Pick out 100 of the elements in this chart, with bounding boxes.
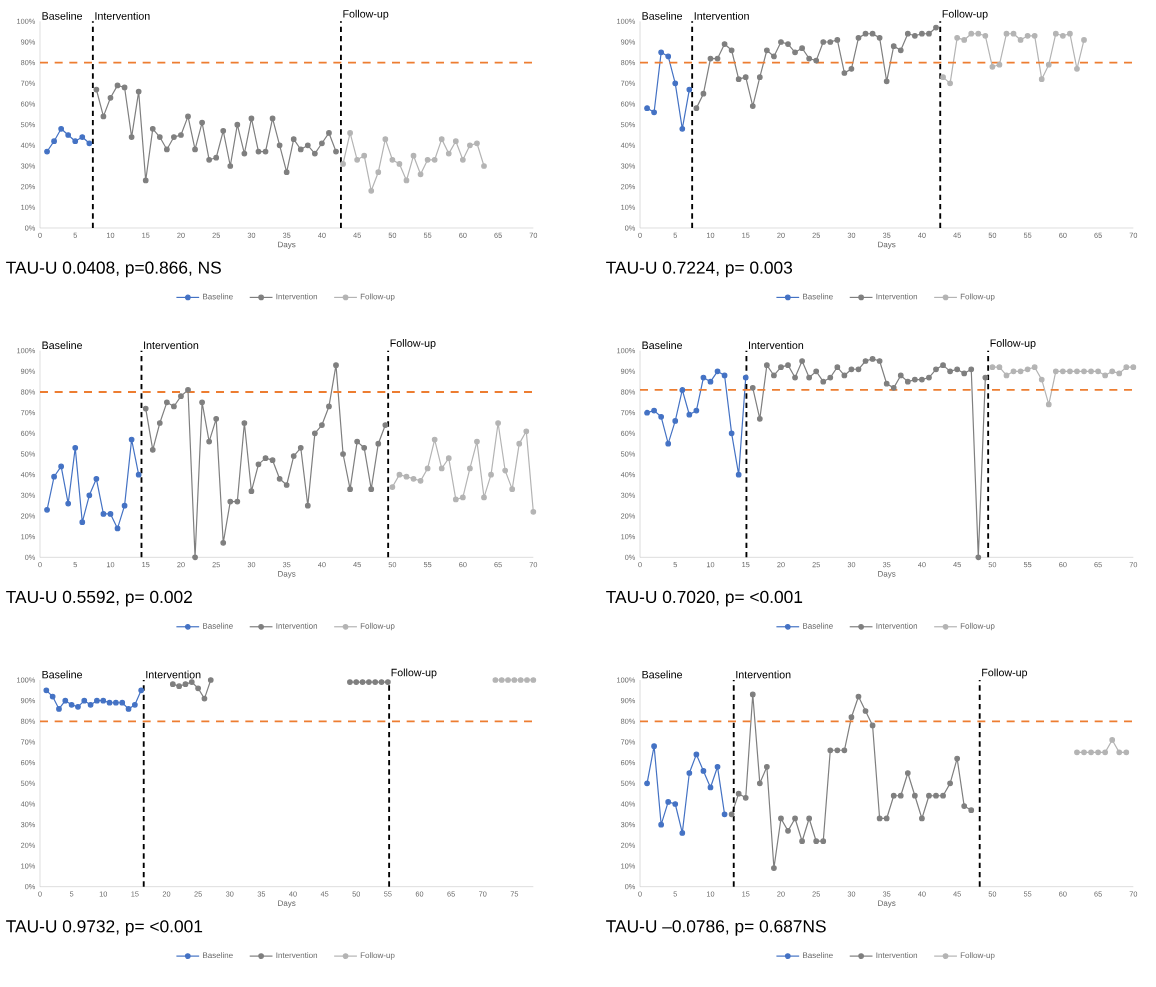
point [1045,62,1052,68]
point [49,693,56,700]
point [792,374,798,381]
point [756,780,763,787]
point [897,372,904,379]
point [347,486,353,493]
point [947,780,953,787]
point [283,169,290,176]
point [206,438,213,445]
point [989,364,996,371]
text: Baseline [42,341,83,350]
point [686,412,693,418]
point [182,681,189,688]
point [340,161,346,167]
point [848,366,855,373]
point [474,438,480,445]
point [185,387,191,393]
point [142,177,149,184]
text: Follow-up [390,339,436,350]
point [353,679,360,686]
legend-label: Baseline [203,952,233,959]
point [1038,76,1045,83]
point [1095,368,1101,375]
point [1052,31,1059,37]
point [834,37,841,43]
point [452,138,459,145]
point [1109,737,1116,743]
point [756,74,763,81]
point [728,811,735,818]
text: TAU-U –0.0786, p= 0.687NS [606,920,826,937]
point [799,838,805,845]
point [1024,366,1031,373]
point [1031,364,1038,371]
point [644,105,650,112]
point [234,498,241,505]
point [227,163,234,170]
point [742,374,749,381]
point [820,39,827,46]
point [75,704,81,710]
point [431,157,438,163]
point [347,130,353,136]
point [347,679,353,686]
point [961,370,968,377]
point [883,815,890,822]
point [975,31,982,37]
point [530,509,537,515]
point [206,157,213,163]
point [820,838,827,845]
point [644,409,650,416]
point [1031,33,1038,39]
point [721,811,728,818]
point [262,148,269,155]
point [107,511,114,517]
text: TAU-U 0.9732, p= <0.001 [6,920,203,937]
point [121,502,128,509]
point [492,677,499,684]
point [378,679,385,686]
text: Follow-up [942,9,988,20]
point [1074,66,1080,72]
point [721,41,728,48]
point [672,418,679,424]
point [876,358,883,365]
point [890,43,897,50]
point [1123,749,1130,756]
text: Baseline [42,670,83,679]
point [517,677,524,684]
point [248,488,255,495]
point [982,374,989,381]
point [505,677,511,684]
point [68,702,75,708]
point [806,55,813,62]
point [778,815,784,822]
point [93,86,100,93]
text: TAU-U 0.0408, p=0.866, NS [6,261,221,278]
point [926,374,932,381]
point [188,679,195,686]
text: Intervention [694,12,749,20]
point [459,157,466,163]
text: Follow-up [990,339,1036,350]
point [1081,368,1087,375]
text: TAU-U 0.5592, p= 0.002 [6,590,192,607]
point [764,47,770,54]
point [862,358,869,365]
point [72,445,79,451]
point [340,451,346,458]
point [524,677,530,684]
point [651,109,657,116]
point [714,368,721,375]
text: Follow-up [982,668,1028,679]
point [714,55,721,62]
legend-label: Follow-up [360,623,395,631]
point [220,128,227,134]
point [171,403,177,410]
point [156,134,163,141]
point [135,88,142,95]
point [890,385,897,391]
point [375,440,382,447]
point [467,465,473,472]
point [65,132,72,139]
point [326,130,332,136]
